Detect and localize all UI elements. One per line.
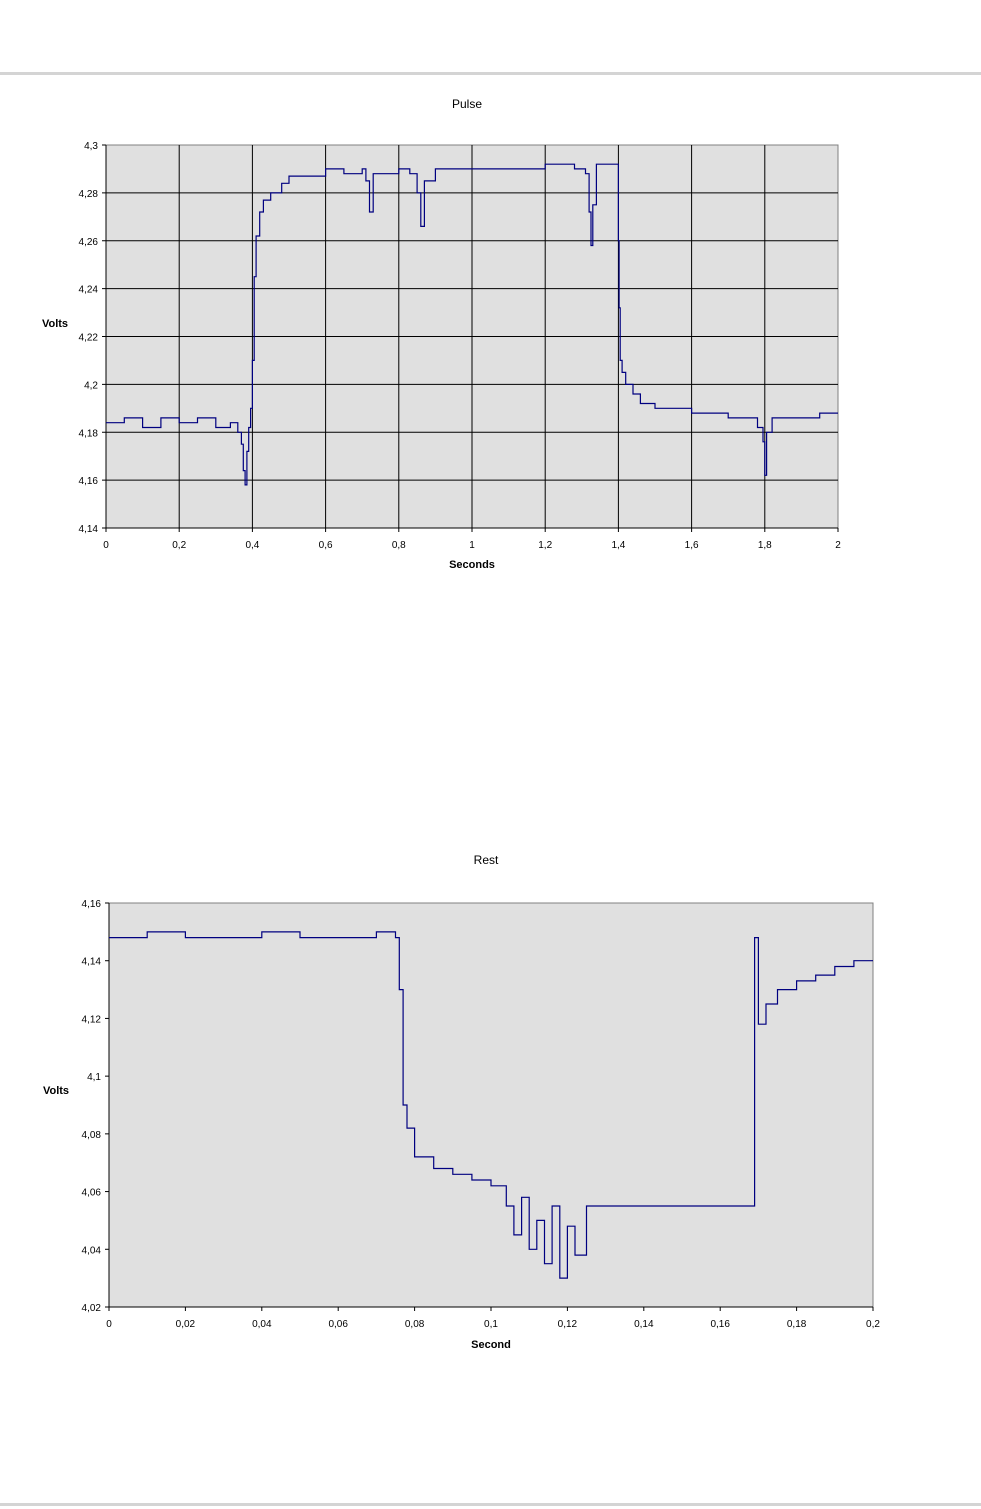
chart-2-plot-area	[108, 902, 874, 1308]
chart-2-x-tick-label: 0,12	[558, 1319, 578, 1330]
chart-1-y-axis-label: Volts	[42, 318, 68, 330]
chart-2-x-axis-label: Second	[471, 1339, 511, 1351]
chart-1-y-tick-label: 4,16	[79, 476, 99, 487]
chart-2-series-line	[109, 931, 873, 1279]
chart-2-y-tick-label: 4,04	[82, 1245, 102, 1256]
chart-1-x-tick-label: 0,4	[245, 540, 259, 551]
chart-1-x-tick-label: 1,4	[611, 540, 625, 551]
chart-1-y-tick-label: 4,18	[79, 428, 99, 439]
chart-1-x-axis-label: Seconds	[449, 559, 495, 571]
chart-1-y-tick-label: 4,14	[79, 524, 99, 535]
chart-1-y-tick-label: 4,24	[79, 285, 99, 296]
chart-1-x-tick-label: 2	[835, 540, 841, 551]
chart-1-y-tick-label: 4,26	[79, 237, 99, 248]
chart-1-x-tick-label: 0	[103, 540, 109, 551]
chart-2-x-tick-label: 0,14	[634, 1319, 654, 1330]
chart-2-x-tick-label: 0,04	[252, 1319, 272, 1330]
chart-2-x-tick-label: 0,1	[484, 1319, 498, 1330]
chart-2-x-tick-label: 0,18	[787, 1319, 807, 1330]
chart-1-y-tick-label: 4,3	[84, 141, 98, 152]
chart-1-x-tick-label: 1,8	[758, 540, 772, 551]
chart-1-x-tick-label: 1	[469, 540, 475, 551]
chart-1-x-tick-label: 0,2	[172, 540, 186, 551]
chart-1-x-tick-label: 0,6	[319, 540, 333, 551]
chart-2-y-tick-label: 4,08	[82, 1130, 102, 1141]
chart-1-y-tick-label: 4,2	[84, 380, 98, 391]
chart-2-y-tick-label: 4,1	[87, 1072, 101, 1083]
chart-2-x-tick-label: 0	[106, 1319, 112, 1330]
chart-2-x-tick-label: 0,02	[176, 1319, 196, 1330]
chart-2-y-tick-label: 4,02	[82, 1303, 102, 1314]
chart-2-x-tick-label: 0,16	[710, 1319, 730, 1330]
chart-1-y-tick-label: 4,28	[79, 189, 99, 200]
chart-2-x-tick-label: 0,06	[328, 1319, 348, 1330]
chart-1-x-tick-label: 1,2	[538, 540, 552, 551]
chart-2-y-tick-label: 4,16	[82, 899, 102, 910]
top-divider	[0, 72, 981, 75]
chart-2-x-tick-label: 0,2	[866, 1319, 880, 1330]
chart-2-y-tick-label: 4,06	[82, 1188, 102, 1199]
chart-2-title: Rest	[474, 853, 499, 867]
chart-2-y-tick-label: 4,14	[82, 957, 102, 968]
chart-2-y-axis-label: Volts	[43, 1085, 69, 1097]
bottom-divider	[0, 1503, 981, 1506]
chart-2-x-tick-label: 0,08	[405, 1319, 425, 1330]
chart-2-y-tick-label: 4,12	[82, 1014, 102, 1025]
chart-1-title: Pulse	[452, 97, 482, 111]
chart-1-y-tick-label: 4,22	[79, 333, 99, 344]
chart-1-x-tick-label: 0,8	[392, 540, 406, 551]
chart-1-series-line	[106, 163, 838, 486]
chart-1-x-tick-label: 1,6	[685, 540, 699, 551]
